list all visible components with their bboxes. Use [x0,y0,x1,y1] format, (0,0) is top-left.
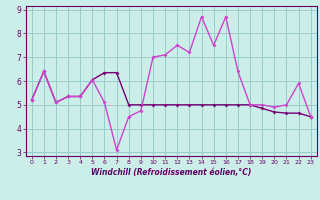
X-axis label: Windchill (Refroidissement éolien,°C): Windchill (Refroidissement éolien,°C) [91,168,252,177]
